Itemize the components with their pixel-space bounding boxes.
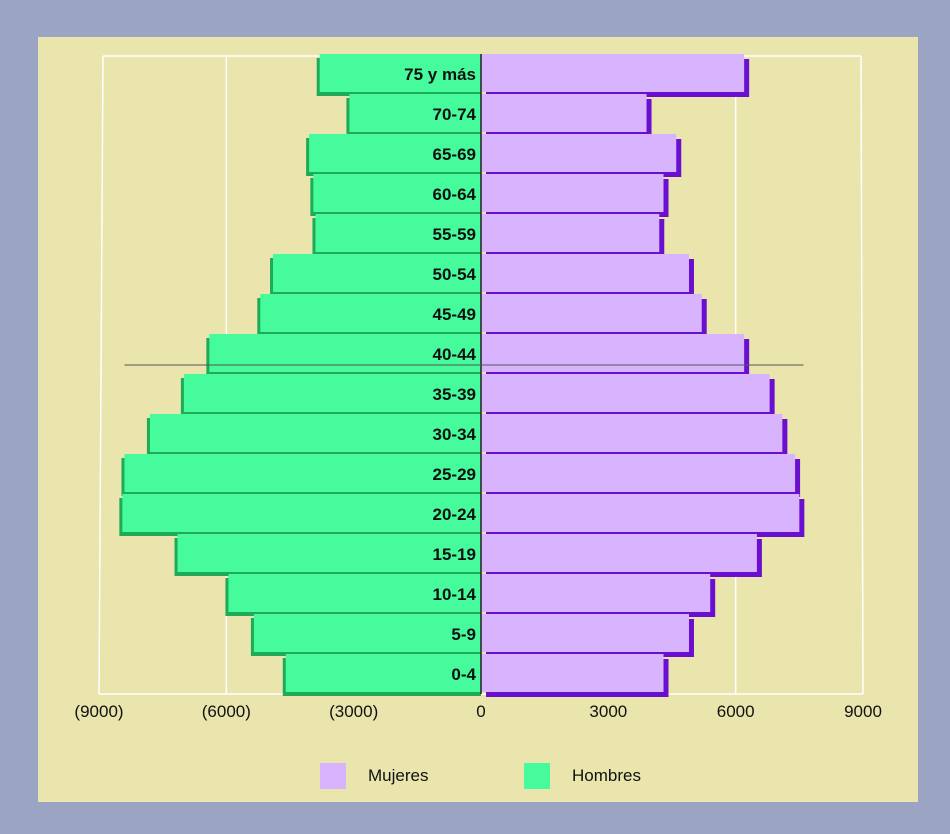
- bar-hombres: [228, 574, 481, 612]
- bar-hombres: [273, 254, 481, 292]
- category-label: 45-49: [433, 305, 476, 324]
- bar-hombres: [349, 94, 481, 132]
- bar-hombres: [149, 414, 481, 452]
- x-tick-label: 0: [476, 702, 485, 721]
- bar-hombres: [124, 454, 481, 492]
- bar-mujeres: [481, 134, 677, 172]
- bar-hombres: [313, 174, 481, 212]
- category-label: 60-64: [433, 185, 477, 204]
- bar-hombres: [319, 54, 481, 92]
- bar-mujeres: [481, 254, 689, 292]
- bar-mujeres: [481, 654, 664, 692]
- category-label: 55-59: [433, 225, 476, 244]
- population-pyramid-chart: 75 y más 70-74 65-69 60-64 55-59 50-54 45-49 40…: [74, 54, 882, 721]
- legend-swatch-hombres: [524, 763, 550, 789]
- legend-item-mujeres: Mujeres: [320, 763, 428, 789]
- bar-hombres: [285, 654, 481, 692]
- bar-hombres: [209, 334, 481, 372]
- x-tick-label: 3000: [589, 702, 627, 721]
- bar-mujeres: [481, 374, 770, 412]
- category-label: 5-9: [451, 625, 476, 644]
- category-label: 20-24: [433, 505, 477, 524]
- x-tick-label: (3000): [329, 702, 378, 721]
- bar-hombres: [309, 134, 481, 172]
- bar-mujeres: [481, 214, 660, 252]
- bar-mujeres: [481, 534, 757, 572]
- category-label: 50-54: [433, 265, 477, 284]
- legend-label-hombres: Hombres: [572, 766, 641, 785]
- bar-layer: [122, 54, 800, 692]
- category-label: 10-14: [433, 585, 477, 604]
- bar-mujeres: [481, 334, 745, 372]
- x-tick-label: 9000: [844, 702, 882, 721]
- bar-mujeres: [481, 454, 796, 492]
- bar-hombres: [183, 374, 481, 412]
- category-label: 40-44: [433, 345, 477, 364]
- plot-right-edge: [860, 55, 864, 695]
- bar-mujeres: [481, 614, 689, 652]
- bar-hombres: [260, 294, 481, 332]
- bar-mujeres: [481, 574, 711, 612]
- plot-left-edge: [98, 55, 104, 695]
- bar-mujeres: [481, 294, 702, 332]
- chart-frame: 75 y más 70-74 65-69 60-64 55-59 50-54 45-49 40…: [38, 37, 918, 802]
- x-tick-label-layer: (9000) (6000) (3000) 0 3000 6000 9000: [74, 702, 881, 721]
- bar-hombres: [122, 494, 481, 532]
- category-label: 35-39: [433, 385, 476, 404]
- bar-mujeres: [481, 414, 783, 452]
- bar-hombres: [253, 614, 481, 652]
- category-label: 25-29: [433, 465, 476, 484]
- bar-mujeres: [481, 94, 647, 132]
- x-tick-label: 6000: [717, 702, 755, 721]
- bar-mujeres: [481, 174, 664, 212]
- category-label: 0-4: [451, 665, 476, 684]
- category-label-layer: 75 y más 70-74 65-69 60-64 55-59 50-54 45-49 40…: [404, 65, 476, 684]
- legend-swatch-mujeres: [320, 763, 346, 789]
- legend-item-hombres: Hombres: [524, 763, 641, 789]
- category-label: 15-19: [433, 545, 476, 564]
- x-tick-label: (6000): [202, 702, 251, 721]
- category-label: 65-69: [433, 145, 476, 164]
- category-label: 75 y más: [404, 65, 476, 84]
- bar-mujeres: [481, 494, 800, 532]
- legend-label-mujeres: Mujeres: [368, 766, 429, 785]
- bar-hombres: [315, 214, 481, 252]
- bar-mujeres: [481, 54, 745, 92]
- bar-hombres: [177, 534, 481, 572]
- category-label: 70-74: [433, 105, 477, 124]
- category-label: 30-34: [433, 425, 477, 444]
- x-tick-label: (9000): [74, 702, 123, 721]
